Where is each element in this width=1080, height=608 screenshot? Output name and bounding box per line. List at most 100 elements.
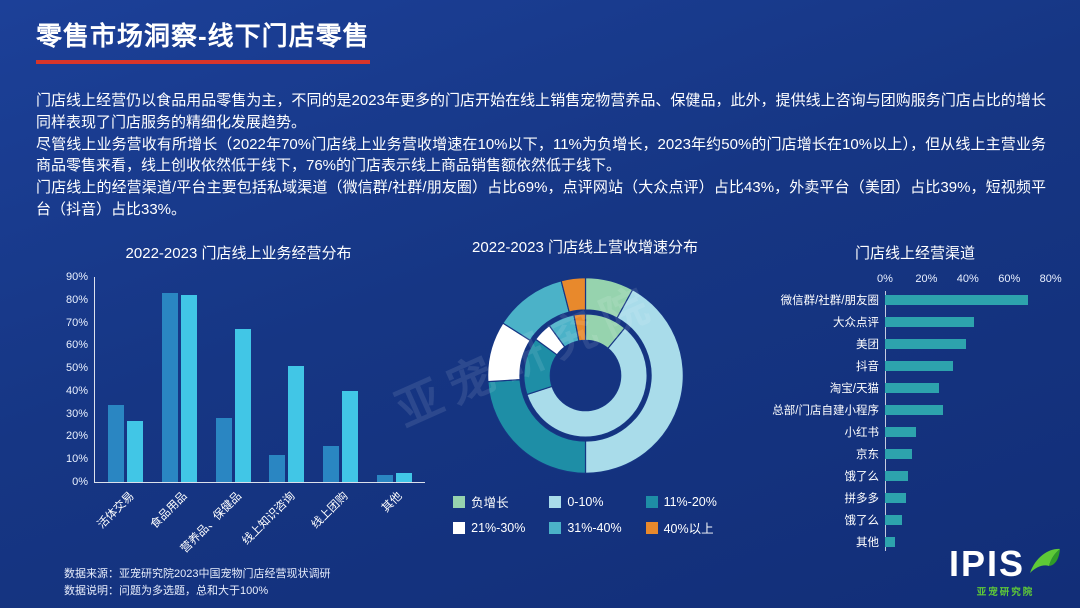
x-axis-label: 线上知识咨询 <box>240 490 298 548</box>
channel-row: 拼多多 <box>765 487 1065 509</box>
legend-item: 40%以上 <box>645 518 717 537</box>
channel-label: 淘宝/天猫 <box>829 383 879 395</box>
bar-2022 <box>215 418 232 482</box>
logo-subtext: 亚宠研究院 <box>976 587 1035 598</box>
channel-bar <box>885 383 939 393</box>
intro-paragraph: 门店线上的经营渠道/平台主要包括私域渠道（微信群/社群/朋友圈）占比69%，点评… <box>36 179 1046 218</box>
y-axis-tick: 0% <box>72 476 88 488</box>
y-axis-tick: 40% <box>65 384 88 397</box>
channel-bar <box>885 295 1028 305</box>
intro-paragraph: 门店线上经营仍以食品用品零售为主，不同的是2023年更多的门店开始在线上销售宠物… <box>36 92 1046 131</box>
channel-label: 饿了么 <box>844 471 880 483</box>
legend-swatch <box>645 495 658 508</box>
y-axis-tick: 10% <box>65 453 88 466</box>
channel-label: 微信群/社群/朋友圈 <box>780 295 879 307</box>
channel-track <box>885 383 1061 393</box>
header: 零售市场洞察-线下门店零售 <box>36 16 370 64</box>
channel-bar <box>885 361 954 371</box>
x-axis-tick: 40% <box>956 273 979 285</box>
legend-swatch <box>453 495 466 508</box>
channel-track <box>885 339 1061 349</box>
channel-bar <box>885 427 917 437</box>
channel-row: 京东 <box>765 443 1065 465</box>
legend-item: 0-10% <box>549 492 621 511</box>
x-axis-label: 食品用品 <box>149 490 191 532</box>
page-title: 零售市场洞察-线下门店零售 <box>36 16 370 64</box>
leaf-icon <box>1030 548 1060 573</box>
x-axis-tick: 20% <box>915 273 938 285</box>
channel-track <box>885 471 1061 481</box>
bar-2023 <box>395 472 412 482</box>
logo-row: IPIS <box>949 546 1062 582</box>
channel-row: 大众点评 <box>765 311 1065 333</box>
legend-swatch <box>549 495 562 508</box>
channel-bar-chart: 门店线上经营渠道 0% 20% 40% 60% 80% 微信群/社群/朋友圈 大众点评 美团… <box>765 242 1065 553</box>
channel-bar <box>885 405 943 415</box>
legend-item: 负增长 <box>453 492 525 511</box>
bar-group: 其他 <box>376 277 412 515</box>
legend-swatch <box>645 521 658 534</box>
bar-2023 <box>127 420 144 482</box>
channel-track <box>885 317 1061 327</box>
channel-bar <box>885 471 908 481</box>
channel-bar <box>885 493 906 503</box>
channel-label: 京东 <box>856 449 879 461</box>
bar-2022 <box>161 292 178 482</box>
channel-row: 美团 <box>765 333 1065 355</box>
legend-label: 负增长 <box>471 496 509 510</box>
legend-swatch <box>549 521 562 534</box>
channel-row: 其他 <box>765 531 1065 553</box>
chart-title: 门店线上经营渠道 <box>854 245 975 262</box>
legend-label: 31%-40% <box>567 520 622 535</box>
channel-label: 小红书 <box>844 427 880 439</box>
bar-2022 <box>108 404 125 482</box>
legend-item: 21%-30% <box>453 518 525 537</box>
footer-notes: 数据来源：亚宠研究院2023中国宠物门店经营现状调研 数据说明：问题为多选题，总… <box>64 566 330 600</box>
channel-row: 总部/门店自建小程序 <box>765 399 1065 421</box>
channel-label: 美团 <box>856 339 879 351</box>
bar-2023 <box>234 329 251 482</box>
legend-swatch <box>453 521 466 534</box>
y-axis-tick: 30% <box>65 407 88 420</box>
donut-segment-outer-40%以上 <box>559 277 586 313</box>
hbar-axis-line <box>885 291 886 551</box>
bar-2022 <box>269 454 286 482</box>
hbar-rows: 微信群/社群/朋友圈大众点评美团抖音淘宝/天猫总部/门店自建小程序小红书京东饿了… <box>765 289 1065 553</box>
channel-bar <box>885 515 902 525</box>
legend-item: 11%-20% <box>645 492 717 511</box>
channel-track <box>885 361 1061 371</box>
logo-text: IPIS <box>948 543 1025 584</box>
channel-row: 饿了么 <box>765 509 1065 531</box>
chart-title: 2022-2023 门店线上业务经营分布 <box>125 245 352 262</box>
channel-label: 拼多多 <box>844 493 880 505</box>
donut-segment-inner-0-10% <box>525 327 648 438</box>
bar-2022 <box>376 475 393 482</box>
bar-group: 线上团购 <box>310 277 358 531</box>
intro-paragraph: 尽管线上业务营收有所增长（2022年70%门店线上业务营收增速在10%以下，11… <box>36 135 1046 175</box>
channel-track <box>885 449 1061 459</box>
grouped-bar-chart: 2022-2023 门店线上业务经营分布 0% 10% 20% 30% 40% 50% 60… <box>36 242 441 556</box>
bar-group: 食品用品 <box>149 277 197 531</box>
bar-2023 <box>288 365 305 482</box>
channel-label: 总部/门店自建小程序 <box>772 405 879 417</box>
channel-track <box>885 515 1061 525</box>
channel-track <box>885 493 1061 503</box>
channel-track <box>885 537 1061 547</box>
bar-groups: 活体交易 食品用品 营养品、保健品 线上知识咨询 线上团购 其他 <box>95 277 425 556</box>
bar-group: 营养品、保健品 <box>178 277 251 556</box>
channel-track <box>885 295 1061 305</box>
channel-label: 抖音 <box>856 361 879 373</box>
x-axis-tick: 80% <box>1039 273 1062 285</box>
bar-group: 线上知识咨询 <box>240 277 305 547</box>
y-axis-tick: 80% <box>65 293 88 306</box>
channel-track <box>885 427 1061 437</box>
x-axis-label: 其他 <box>379 490 405 515</box>
y-axis-tick: 90% <box>65 271 88 283</box>
legend-label: 40%以上 <box>663 522 714 536</box>
intro-text: 门店线上经营仍以食品用品零售为主，不同的是2023年更多的门店开始在线上销售宠物… <box>36 90 1046 221</box>
channel-track <box>885 405 1061 415</box>
channel-row: 抖音 <box>765 355 1065 377</box>
ipis-logo: IPIS 亚宠研究院 <box>949 546 1062 598</box>
donut-segment-outer-0-10% <box>584 288 684 474</box>
channel-label: 大众点评 <box>833 317 879 329</box>
